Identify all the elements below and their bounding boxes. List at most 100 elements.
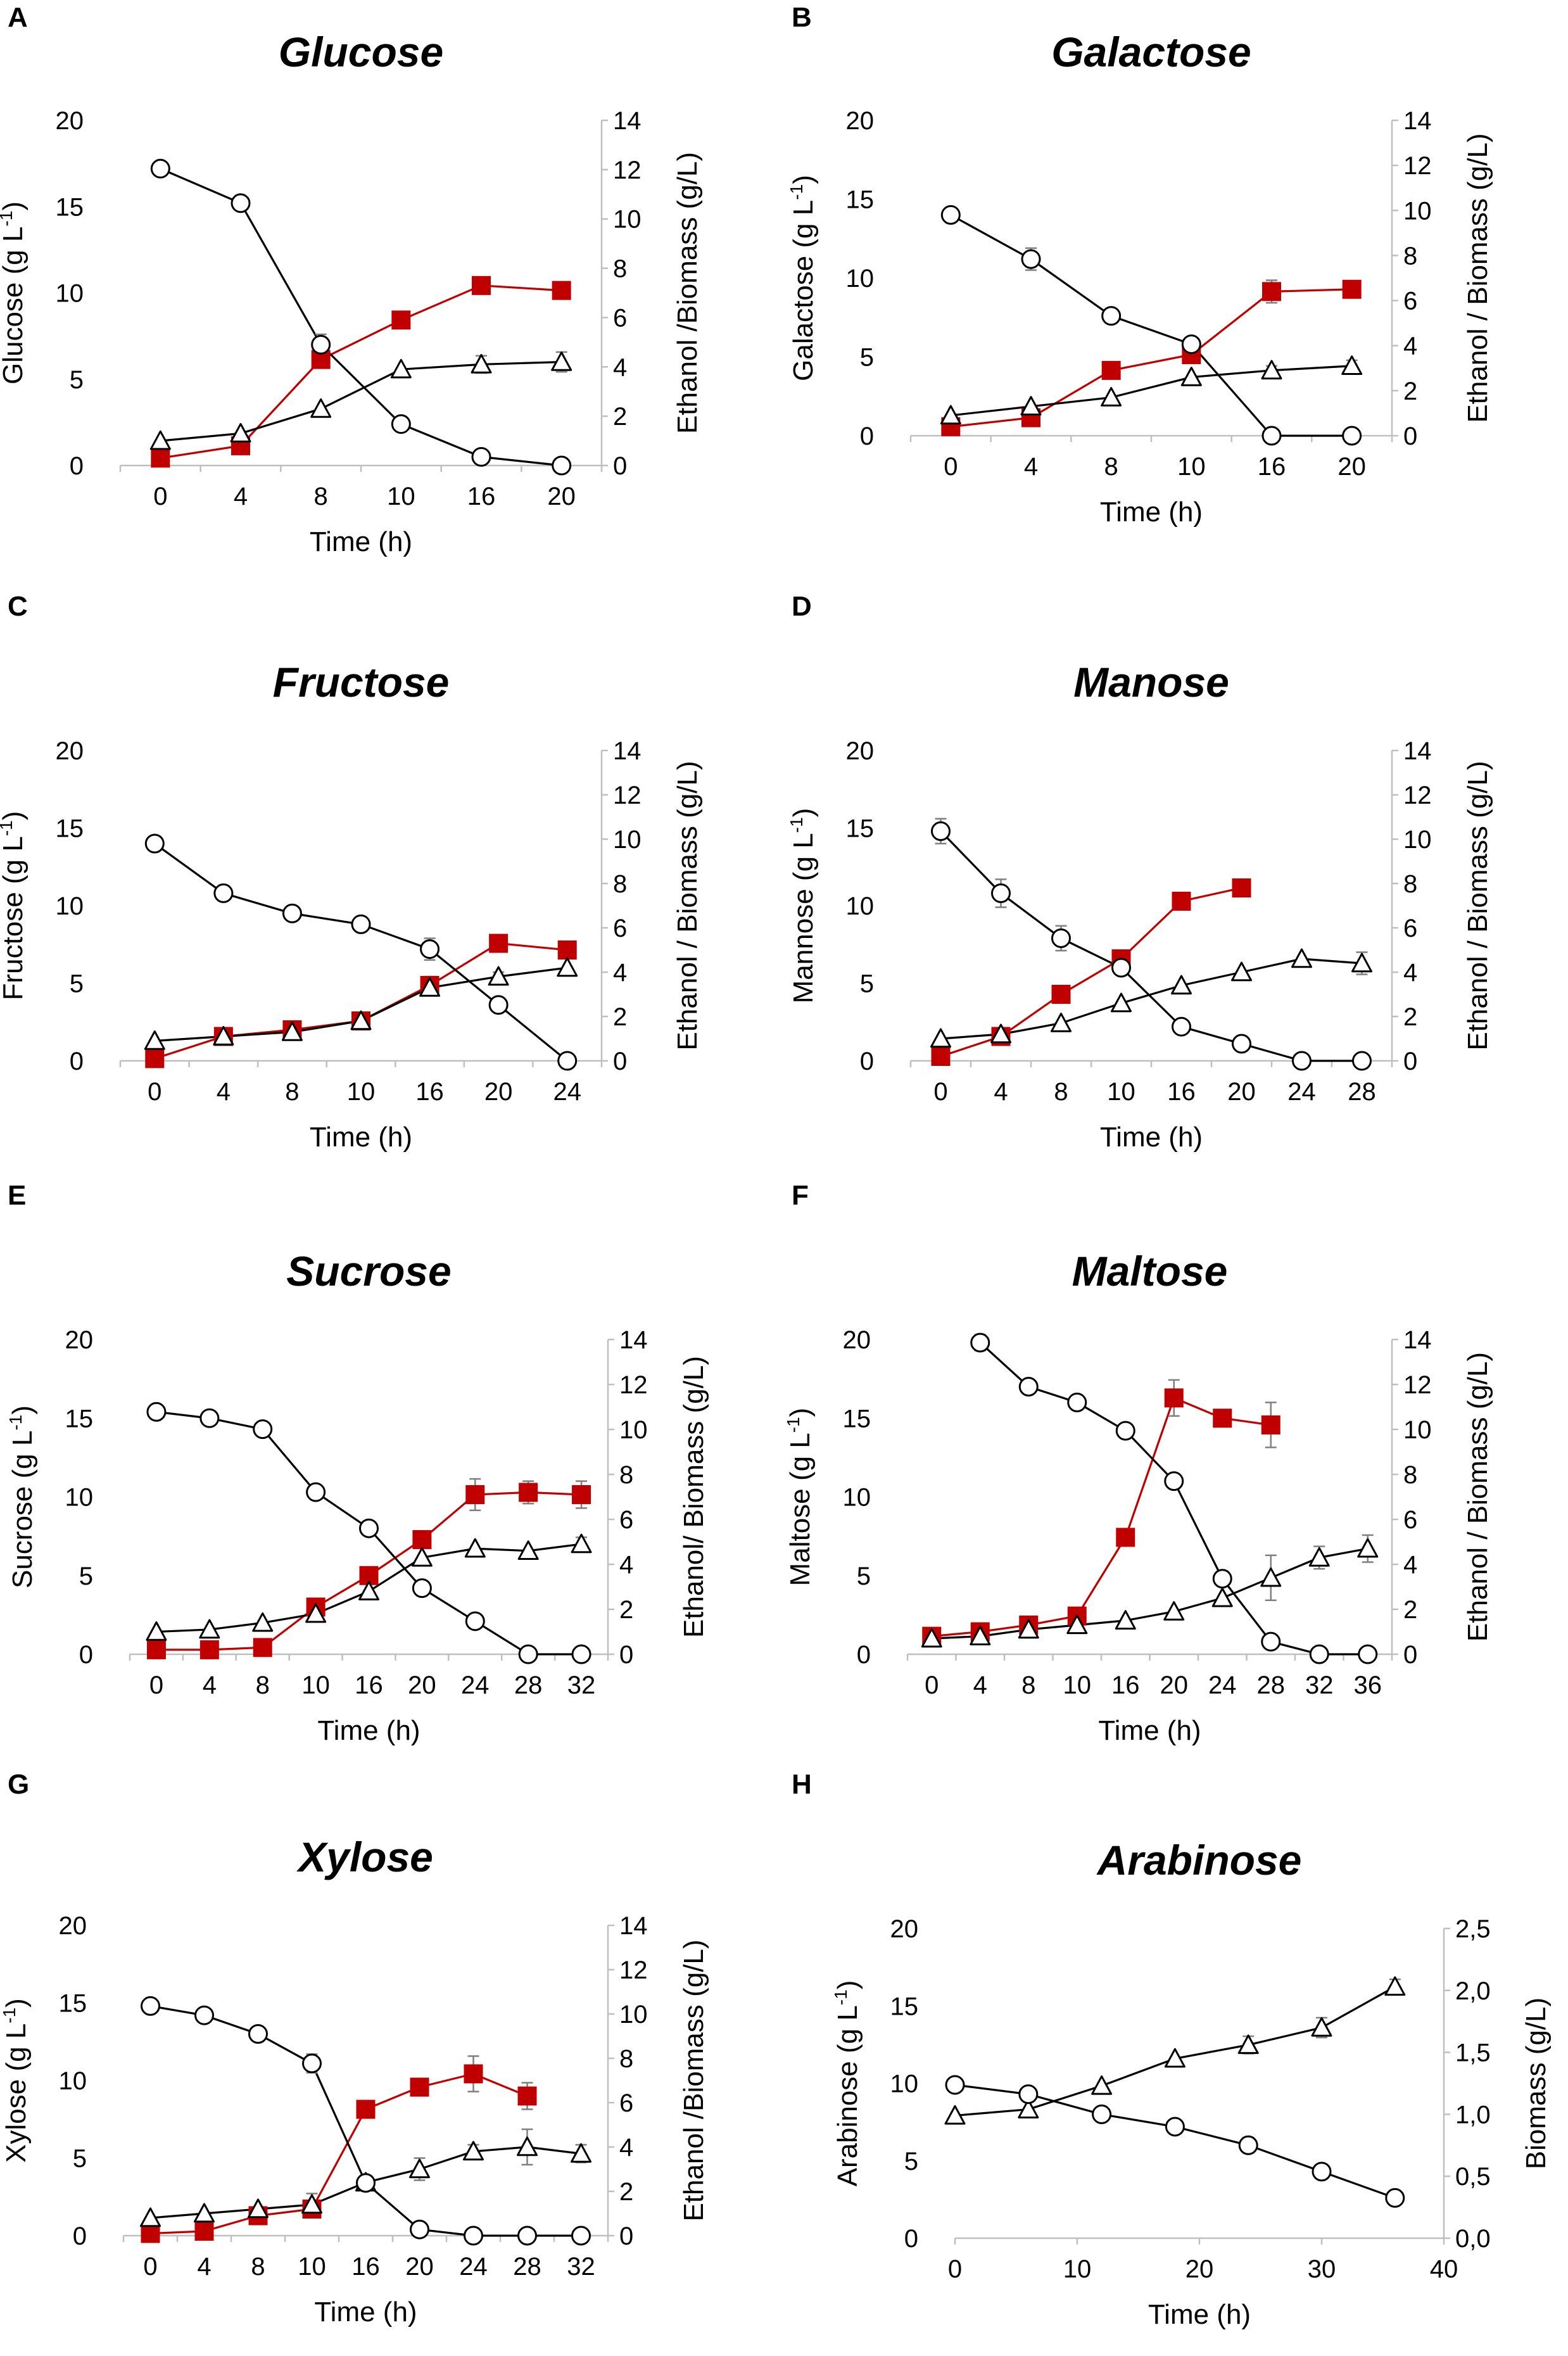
marker-triangle [1291, 948, 1312, 968]
x-tick-label: 4 [973, 1671, 987, 1699]
y2-axis-label: Biomass (g/L) [1521, 1998, 1552, 2169]
panel-b: B Galactose 0 5 10 15 20 0 2 4 6 8 10 12 14 0 4 8 10 16 20 Ti… [784, 0, 1568, 589]
y2-tick-label: 2 [613, 403, 627, 431]
y2-tick-label: 8 [613, 870, 627, 898]
y2-tick-label: 2 [1403, 1596, 1417, 1624]
marker-circle [471, 446, 491, 467]
marker-circle [571, 1644, 591, 1664]
y2-tick-label: 10 [1403, 826, 1432, 854]
marker-circle [194, 2005, 214, 2025]
panel-letter: G [8, 1769, 29, 1800]
y2-axis-label: Ethanol / Biomass (g/L) [672, 761, 703, 1050]
series-line-square [160, 284, 562, 459]
marker-circle [1232, 1034, 1251, 1054]
panel-g: G Xylose 0 5 10 15 20 0 2 4 6 8 10 12 14 0 4 8 10 16 20 24 28 3… [0, 1767, 784, 2356]
y2-tick-label: 10 [613, 826, 642, 854]
y2-tick-label: 14 [1403, 737, 1432, 765]
marker-triangle [301, 2194, 322, 2214]
chart-svg: H Arabinose 0 5 10 15 20 0,0 0,5 1,0 1,5 2,0 2,5 0 10 2… [792, 1769, 1552, 2330]
y-axis-label: Sucrose (g L-1) [6, 1405, 38, 1588]
marker-square [410, 2077, 429, 2097]
x-tick-label: 36 [1354, 1671, 1382, 1699]
marker-triangle [571, 2143, 591, 2163]
marker-triangle [409, 2158, 430, 2179]
x-tick-label: 10 [1177, 453, 1206, 481]
y-axis-label-close: ) [788, 808, 819, 818]
marker-circle [248, 2024, 268, 2044]
x-tick-label: 20 [1185, 2255, 1214, 2283]
marker-triangle [1351, 953, 1372, 973]
y-axis-label: Glucose (g L-1) [0, 201, 28, 384]
y2-tick-label: 4 [1403, 959, 1417, 987]
x-tick-label: 0 [933, 1078, 947, 1106]
panel-title: Manose [1073, 659, 1229, 706]
x-tick-label: 20 [484, 1078, 513, 1106]
panel-f: F Maltose 0 5 10 15 20 0 2 4 6 8 10 12 14 0 4 8 10 16 20 24 28… [783, 1178, 1568, 1767]
y-tick-label: 15 [890, 1992, 919, 2020]
series-line-triangle [940, 958, 1362, 1040]
marker-triangle [1261, 360, 1282, 380]
marker-circle [1292, 1051, 1312, 1071]
y-tick-label: 5 [79, 1562, 93, 1590]
y-tick-label: 15 [56, 815, 84, 843]
x-axis-label: Time (h) [317, 1715, 420, 1746]
y-tick-label: 0 [860, 1048, 874, 1075]
y-axis-label-sup: -1 [0, 211, 16, 227]
marker-circle [488, 995, 509, 1015]
marker-triangle [517, 1540, 539, 1560]
y-tick-label: 15 [846, 815, 875, 843]
y2-tick-label: 0 [619, 2222, 633, 2250]
x-tick-label: 4 [234, 483, 248, 510]
marker-triangle [940, 405, 961, 425]
marker-triangle [252, 1612, 274, 1632]
x-tick-label: 20 [1227, 1078, 1256, 1106]
marker-triangle [471, 353, 492, 374]
y2-tick-label: 6 [1403, 288, 1417, 315]
marker-circle [253, 1419, 273, 1440]
x-tick-label: 16 [1111, 1671, 1140, 1699]
y2-tick-label: 14 [613, 737, 642, 765]
y2-tick-label: 4 [619, 2134, 633, 2162]
marker-triangle [1020, 396, 1042, 416]
marker-circle [146, 1402, 167, 1422]
marker-triangle [213, 1026, 234, 1046]
x-tick-label: 32 [567, 2253, 595, 2281]
marker-triangle [194, 2203, 215, 2223]
y-tick-label: 20 [843, 1326, 871, 1354]
y2-tick-label: 14 [613, 107, 642, 135]
x-axis-label: Time (h) [310, 526, 412, 557]
y-tick-label: 15 [846, 186, 875, 214]
series-line-circle [150, 2004, 581, 2237]
marker-circle [141, 1996, 160, 2016]
panel-letter: F [792, 1180, 809, 1211]
y-tick-label: 5 [904, 2148, 918, 2176]
marker-square [199, 1640, 219, 1659]
series-line-circle [160, 167, 562, 467]
y2-tick-label: 0 [613, 452, 627, 480]
marker-triangle [1260, 1567, 1282, 1587]
series-line-circle [950, 213, 1352, 437]
x-tick-label: 0 [944, 453, 958, 481]
panel-d: D Manose 0 5 10 15 20 0 2 4 6 8 10 12 14 0 4 8 10 16 20 24 28 T… [784, 589, 1568, 1178]
y-tick-label: 20 [56, 107, 84, 135]
x-tick-label: 16 [467, 483, 496, 510]
marker-circle [464, 2226, 483, 2246]
marker-circle [552, 455, 572, 476]
marker-triangle [488, 966, 509, 986]
chart-svg: B Galactose 0 5 10 15 20 0 2 4 6 8 10 12 14 0 4 8 10 16 20 Ti… [787, 2, 1493, 528]
y2-tick-label: 2 [613, 1003, 627, 1031]
x-tick-label: 16 [1258, 453, 1286, 481]
y2-axis-label: Ethanol / Biomass (g/L) [1462, 761, 1493, 1050]
y2-tick-label: 8 [1403, 1461, 1417, 1489]
y-tick-label: 20 [846, 737, 875, 765]
x-axis-label: Time (h) [310, 1122, 412, 1153]
x-tick-label: 4 [994, 1078, 1008, 1106]
x-tick-label: 20 [405, 2253, 434, 2281]
x-tick-label: 24 [553, 1078, 581, 1106]
marker-triangle [1341, 355, 1363, 375]
x-tick-label: 40 [1430, 2255, 1458, 2283]
y-tick-label: 20 [56, 737, 84, 765]
